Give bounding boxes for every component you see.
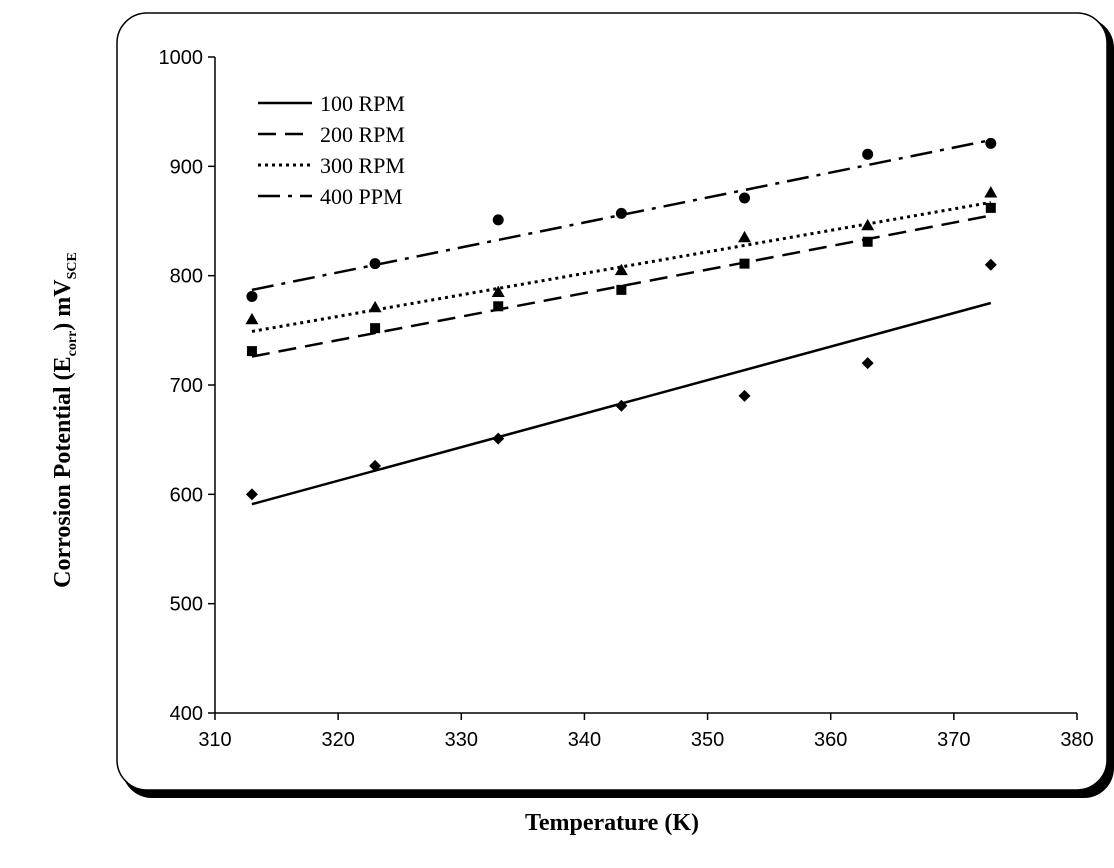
point-series-0-1 (369, 459, 382, 472)
legend-label-1: 200 RPM (320, 122, 405, 147)
point-series-1-2 (493, 301, 504, 312)
y-tick-label-0: 400 (170, 703, 203, 725)
y-tick-label-6: 1000 (159, 47, 204, 69)
point-series-2-4 (738, 230, 752, 243)
legend-label-0: 100 RPM (320, 91, 405, 116)
legend-label-2: 300 RPM (320, 153, 405, 178)
point-series-0-2 (492, 432, 505, 445)
y-tick-label-3: 700 (170, 375, 203, 397)
x-tick-label-2: 330 (445, 729, 478, 751)
point-series-3-3 (615, 207, 627, 219)
y-axis-title-main: Corrosion Potential (E (50, 356, 76, 588)
x-tick-label-3: 340 (568, 729, 601, 751)
chart-frame (116, 12, 1108, 791)
point-series-0-6 (984, 258, 997, 271)
point-series-1-0 (246, 346, 257, 357)
point-series-0-4 (738, 389, 751, 402)
point-series-2-2 (491, 285, 505, 297)
legend-label-3: 400 PPM (320, 184, 403, 209)
y-axis-title-mid: ) mV (50, 279, 76, 331)
point-series-2-5 (861, 218, 875, 231)
x-tick-label-1: 320 (321, 729, 354, 751)
x-tick-label-5: 360 (814, 729, 847, 751)
x-tick-label-7: 380 (1060, 729, 1093, 751)
x-tick-label-0: 310 (198, 729, 231, 751)
y-tick-label-1: 500 (170, 594, 203, 616)
point-series-2-1 (368, 300, 382, 313)
point-series-1-5 (862, 236, 873, 247)
point-series-3-4 (739, 192, 751, 204)
point-series-3-1 (369, 258, 381, 270)
legend: 100 RPM 200 RPM 300 RPM 400 PPM (258, 91, 405, 209)
point-series-3-2 (492, 214, 504, 226)
point-series-2-3 (614, 263, 628, 276)
point-series-2-0 (245, 312, 259, 325)
point-series-0-3 (615, 399, 628, 412)
y-tick-label-5: 900 (170, 156, 203, 178)
plot-area: 310 320 330 340 350 360 370 380 400 500 600 700 800 9… (159, 47, 1094, 751)
point-series-0-0 (245, 488, 258, 501)
x-axis-title: Temperature (K) (525, 810, 699, 836)
point-series-1-4 (739, 258, 750, 269)
point-series-1-3 (616, 284, 627, 295)
y-axis-title-sub2: SCE (65, 252, 80, 279)
point-series-0-5 (861, 357, 874, 370)
point-series-1-6 (985, 202, 996, 213)
y-tick-label-2: 600 (170, 484, 203, 506)
y-axis-title-sub1: corr (65, 331, 80, 357)
x-tick-label-4: 350 (691, 729, 724, 751)
axis-ticks: 310 320 330 340 350 360 370 380 400 500 600 700 800 9… (159, 47, 1094, 751)
point-series-3-6 (985, 137, 997, 149)
data-markers (245, 137, 998, 501)
x-tick-label-6: 370 (937, 729, 970, 751)
point-series-1-1 (370, 323, 381, 334)
point-series-3-5 (862, 148, 874, 160)
point-series-3-0 (246, 290, 258, 302)
point-series-2-6 (984, 186, 998, 198)
y-axis-title: Corrosion Potential (Ecorr) mVSCE (50, 252, 80, 588)
y-tick-label-4: 800 (170, 266, 203, 288)
